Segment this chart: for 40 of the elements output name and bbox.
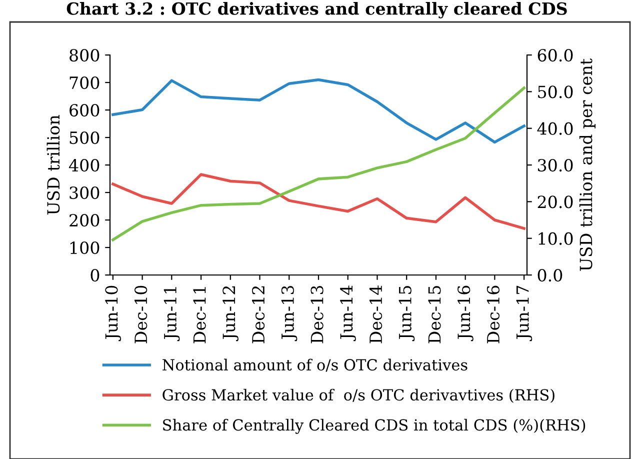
y2-tick-label: 30.0: [538, 158, 573, 172]
legend-label: Gross Market value of o/s OTC derivavtives (RHS): [162, 388, 554, 403]
y-tick-label: 100: [70, 241, 100, 254]
y-tick-label: 400: [68, 158, 100, 172]
chart-title: Chart 3.2 : OTC derivatives and centrally cleared CDS: [66, 2, 567, 18]
y-tick-label: 800: [70, 48, 100, 62]
x-tick-label: Jun-14: [340, 286, 356, 342]
y-tick-label: 500: [70, 131, 100, 144]
x-tick-label: Dec-14: [369, 286, 382, 344]
y-tick-label: 200: [70, 214, 100, 227]
line-series: [112, 86, 526, 242]
y-tick-label: 600: [70, 104, 100, 117]
x-tick-label: Jun-16: [458, 286, 474, 342]
legend-label: Share of Centrally Cleared CDS in total CDS (%)(RHS): [163, 418, 586, 434]
y-axis-title: USD trillion: [46, 115, 60, 215]
line-series: [112, 173, 526, 230]
x-tick-label: Dec-15: [428, 286, 441, 344]
y2-axis-title: USD trillion and per cent: [579, 58, 596, 271]
x-tick-label: Dec-16: [486, 286, 500, 344]
x-tick-label: Jun-15: [398, 286, 415, 342]
x-tick-label: Dec-10: [134, 286, 148, 344]
legend-label: Notional amount of o/s OTC derivatives: [162, 358, 468, 372]
x-tick-label: Jun-10: [105, 286, 121, 342]
y-tick-label: 300: [70, 186, 100, 200]
x-tick-label: Jun-17: [516, 286, 532, 342]
x-tick-label: Dec-12: [252, 286, 265, 344]
y-tick-label: 0: [90, 268, 100, 282]
x-tick-label: Dec-13: [310, 286, 324, 344]
y-tick-label: 700: [70, 76, 100, 90]
y2-tick-label: 50.0: [538, 86, 573, 98]
x-tick-label: Jun-12: [222, 286, 238, 342]
y2-tick-label: 20.0: [538, 196, 573, 208]
y2-tick-label: 0.0: [538, 268, 562, 282]
y2-tick-label: 40.0: [537, 122, 573, 135]
y2-tick-label: 60.0: [538, 48, 573, 62]
y2-tick-label: 10.0: [538, 232, 573, 245]
x-tick-label: Jun-13: [281, 286, 298, 342]
line-series: [112, 78, 526, 144]
x-tick-label: Dec-11: [193, 287, 206, 344]
x-tick-label: Jun-11: [164, 287, 180, 342]
